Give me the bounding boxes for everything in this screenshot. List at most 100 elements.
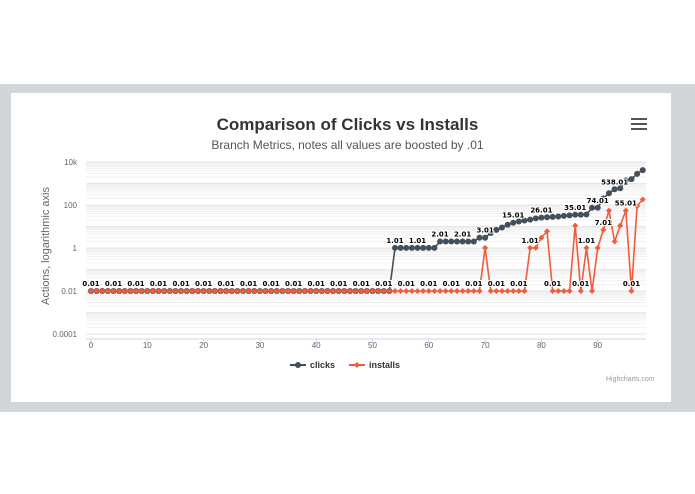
installs-point[interactable] — [510, 288, 517, 294]
clicks-point[interactable] — [414, 244, 421, 251]
installs-point[interactable] — [183, 288, 190, 294]
installs-point[interactable] — [431, 288, 438, 294]
installs-point[interactable] — [414, 288, 421, 294]
clicks-point[interactable] — [544, 214, 551, 221]
installs-point[interactable] — [200, 288, 207, 294]
clicks-point[interactable] — [527, 216, 534, 223]
clicks-point[interactable] — [600, 195, 607, 202]
clicks-point[interactable] — [476, 234, 483, 241]
legend-item-clicks[interactable]: clicks — [290, 360, 335, 370]
installs-point[interactable] — [127, 288, 134, 294]
installs-point[interactable] — [324, 288, 331, 294]
installs-point[interactable] — [566, 288, 573, 294]
installs-point[interactable] — [532, 244, 539, 251]
installs-point[interactable] — [341, 288, 348, 294]
installs-point[interactable] — [352, 288, 359, 294]
installs-point[interactable] — [268, 288, 275, 294]
installs-point[interactable] — [420, 288, 427, 294]
installs-point[interactable] — [144, 288, 151, 294]
installs-point[interactable] — [482, 244, 489, 251]
clicks-point[interactable] — [532, 215, 539, 222]
installs-point[interactable] — [639, 196, 646, 203]
installs-point[interactable] — [515, 288, 522, 294]
installs-point[interactable] — [313, 288, 320, 294]
clicks-point[interactable] — [498, 224, 505, 231]
installs-point[interactable] — [318, 288, 325, 294]
installs-point[interactable] — [605, 207, 612, 214]
clicks-point[interactable] — [470, 238, 477, 245]
installs-point[interactable] — [493, 288, 500, 294]
installs-point[interactable] — [617, 222, 624, 229]
clicks-point[interactable] — [459, 238, 466, 245]
clicks-point[interactable] — [482, 234, 489, 241]
installs-point[interactable] — [442, 288, 449, 294]
installs-point[interactable] — [307, 288, 314, 294]
installs-point[interactable] — [279, 288, 286, 294]
installs-point[interactable] — [172, 288, 179, 294]
installs-point[interactable] — [217, 288, 224, 294]
installs-point[interactable] — [572, 222, 579, 229]
installs-point[interactable] — [110, 288, 117, 294]
clicks-point[interactable] — [493, 226, 500, 233]
installs-point[interactable] — [240, 288, 247, 294]
installs-point[interactable] — [594, 244, 601, 251]
clicks-point[interactable] — [628, 176, 635, 183]
installs-point[interactable] — [403, 288, 410, 294]
installs-point[interactable] — [544, 228, 551, 235]
installs-point[interactable] — [425, 288, 432, 294]
installs-point[interactable] — [133, 288, 140, 294]
clicks-point[interactable] — [392, 244, 399, 251]
clicks-point[interactable] — [560, 212, 567, 219]
installs-point[interactable] — [234, 288, 241, 294]
clicks-point[interactable] — [397, 244, 404, 251]
installs-point[interactable] — [93, 288, 100, 294]
clicks-point[interactable] — [555, 213, 562, 220]
installs-point[interactable] — [178, 288, 185, 294]
installs-point[interactable] — [194, 288, 201, 294]
clicks-point[interactable] — [431, 244, 438, 251]
clicks-point[interactable] — [549, 213, 556, 220]
installs-point[interactable] — [335, 288, 342, 294]
clicks-point[interactable] — [589, 204, 596, 211]
installs-point[interactable] — [88, 288, 94, 294]
clicks-point[interactable] — [487, 229, 494, 236]
installs-point[interactable] — [273, 288, 280, 294]
installs-point[interactable] — [538, 234, 545, 241]
installs-point[interactable] — [386, 288, 393, 294]
installs-point[interactable] — [121, 288, 128, 294]
installs-point[interactable] — [453, 288, 460, 294]
installs-point[interactable] — [589, 288, 596, 294]
installs-point[interactable] — [498, 288, 505, 294]
installs-point[interactable] — [634, 202, 641, 209]
installs-point[interactable] — [346, 288, 353, 294]
installs-point[interactable] — [262, 288, 269, 294]
installs-point[interactable] — [465, 288, 472, 294]
clicks-point[interactable] — [611, 186, 618, 193]
clicks-point[interactable] — [403, 244, 410, 251]
clicks-point[interactable] — [465, 238, 472, 245]
installs-point[interactable] — [470, 288, 477, 294]
clicks-point[interactable] — [442, 238, 449, 245]
clicks-point[interactable] — [605, 190, 612, 197]
installs-point[interactable] — [476, 288, 483, 294]
clicks-point[interactable] — [420, 244, 427, 251]
installs-point[interactable] — [149, 288, 156, 294]
installs-point[interactable] — [166, 288, 173, 294]
credits-link[interactable]: Highcharts.com — [606, 376, 655, 383]
clicks-point[interactable] — [538, 214, 545, 221]
installs-point[interactable] — [189, 288, 196, 294]
installs-point[interactable] — [408, 288, 415, 294]
clicks-point[interactable] — [510, 219, 517, 226]
installs-point[interactable] — [206, 288, 213, 294]
clicks-point[interactable] — [515, 218, 522, 225]
clicks-point[interactable] — [594, 204, 601, 211]
installs-point[interactable] — [397, 288, 404, 294]
installs-point[interactable] — [487, 288, 494, 294]
installs-point[interactable] — [369, 288, 376, 294]
installs-point[interactable] — [104, 288, 111, 294]
clicks-point[interactable] — [437, 238, 444, 245]
installs-point[interactable] — [138, 288, 145, 294]
installs-point[interactable] — [330, 288, 337, 294]
installs-point[interactable] — [622, 207, 629, 214]
installs-point[interactable] — [223, 288, 230, 294]
